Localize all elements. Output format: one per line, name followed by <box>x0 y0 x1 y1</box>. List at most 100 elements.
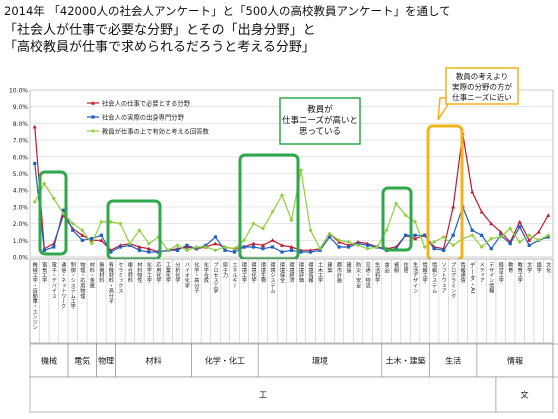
group-label: 生活 <box>445 356 461 366</box>
data-point <box>99 219 104 224</box>
category-label: セラミックス <box>117 262 123 294</box>
category-label: 生活デザイン <box>412 261 418 294</box>
data-point <box>194 244 199 249</box>
data-point <box>546 233 551 238</box>
group-cell <box>191 343 259 378</box>
data-point <box>346 239 351 244</box>
data-point <box>118 245 122 249</box>
group-cell <box>552 343 558 378</box>
data-point <box>479 244 484 249</box>
category-table <box>29 258 554 344</box>
data-point <box>280 250 284 254</box>
data-point <box>137 248 141 252</box>
group-cell <box>67 343 97 378</box>
data-point <box>527 233 532 238</box>
data-point <box>527 243 531 247</box>
data-point <box>251 245 256 249</box>
data-point <box>546 213 551 217</box>
legend-marker <box>91 115 95 119</box>
category-label: 原子力 <box>222 262 228 279</box>
data-point <box>156 250 160 254</box>
data-point <box>80 238 84 242</box>
data-point <box>432 239 437 244</box>
data-point <box>279 193 284 198</box>
data-point <box>470 189 475 194</box>
category-label: デザイン情報 <box>488 261 494 295</box>
data-point <box>365 246 370 251</box>
legend-marker <box>91 129 95 133</box>
data-point <box>508 226 513 231</box>
data-point <box>90 237 94 241</box>
category-label: 文学 <box>526 261 532 273</box>
category-label: 化学工学 <box>146 261 152 284</box>
data-point <box>308 228 313 233</box>
data-point <box>185 243 189 247</box>
data-point <box>470 228 474 232</box>
data-point <box>451 243 456 248</box>
data-point <box>451 233 455 237</box>
data-point <box>71 228 75 232</box>
group-label: 化学・化工 <box>205 356 245 366</box>
data-point <box>346 245 351 249</box>
category-label: 工業化学 <box>165 262 171 284</box>
data-point <box>270 238 275 242</box>
legend-label: 社会人の仕事で必要とする分野 <box>102 99 191 108</box>
category-label: 情報通信 <box>459 261 465 285</box>
category-label: 化学・高分子 <box>193 261 199 294</box>
data-point <box>146 241 151 246</box>
category-label: 生活科学 <box>374 261 380 284</box>
category-label: 材料物性 <box>136 261 142 285</box>
category-label: 教育工学 <box>516 261 522 284</box>
data-point <box>480 233 484 237</box>
highlight-box-green <box>38 170 68 256</box>
group-cell <box>29 376 497 413</box>
callout-text-green: 思っている <box>299 127 341 137</box>
category-label: 有機材料・高分子 <box>108 261 114 304</box>
group-label: 文 <box>520 390 528 400</box>
title-line-3: 「高校教員が仕事で求められるだろうと考える分野」 <box>4 40 315 55</box>
data-point <box>518 225 522 229</box>
title-line-2: 「社会人が仕事で必要な分野」とその「出身分野」と <box>4 23 316 38</box>
category-label: 語学 <box>536 261 542 273</box>
data-point <box>232 250 237 254</box>
group-label: 材料 <box>146 356 162 366</box>
data-point <box>32 124 37 129</box>
data-point <box>80 228 85 233</box>
data-point <box>413 233 417 237</box>
data-point <box>80 233 85 237</box>
group-label: 機械 <box>41 356 57 366</box>
data-point <box>260 243 265 247</box>
data-point <box>318 246 323 251</box>
group-label: 物理 <box>98 356 114 366</box>
data-point <box>118 221 123 226</box>
data-point <box>289 218 294 223</box>
category-label: 環境経済 <box>288 262 294 285</box>
data-point <box>33 161 37 166</box>
data-point <box>109 250 113 254</box>
data-point <box>384 228 389 233</box>
category-label: 経営工学 <box>497 261 503 284</box>
data-point <box>508 242 512 246</box>
data-point <box>242 245 246 249</box>
y-tick-label: 4.0% <box>13 188 29 195</box>
data-point <box>375 244 380 249</box>
data-point <box>489 221 494 226</box>
category-label: 食品 <box>383 261 389 274</box>
category-label: 教育 <box>507 261 513 274</box>
category-label: 住居 <box>403 261 409 274</box>
data-point <box>270 245 275 249</box>
y-tick-label: 5.0% <box>13 171 29 178</box>
data-point <box>241 238 246 243</box>
data-point <box>70 221 75 226</box>
data-point <box>279 243 284 247</box>
data-point <box>203 244 208 249</box>
callout-box-orange <box>445 67 519 105</box>
category-label: 都市計画 <box>336 262 342 285</box>
category-label: 制御・システム工学 <box>70 261 76 310</box>
data-point <box>127 241 132 246</box>
category-label: 建築 <box>326 261 332 274</box>
data-point <box>422 244 427 249</box>
category-label: エネルギー <box>231 262 237 288</box>
data-point <box>517 239 522 244</box>
group-cell <box>476 343 554 378</box>
